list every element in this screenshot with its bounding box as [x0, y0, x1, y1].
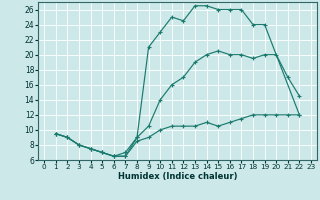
X-axis label: Humidex (Indice chaleur): Humidex (Indice chaleur) — [118, 172, 237, 181]
